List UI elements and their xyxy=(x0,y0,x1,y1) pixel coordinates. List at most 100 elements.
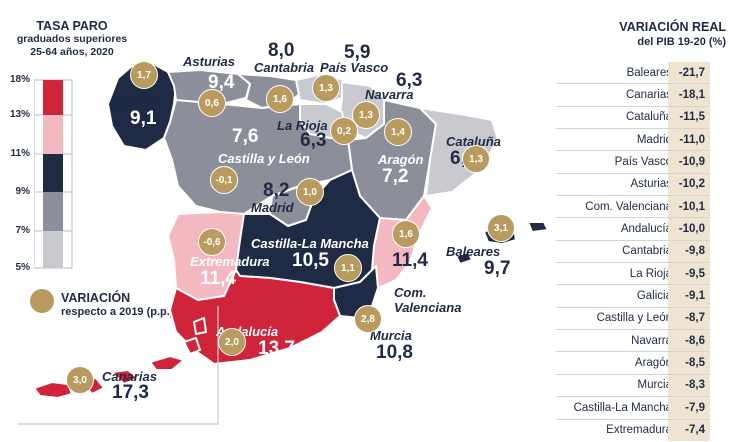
variation-dot-paisvasco: 1,3 xyxy=(312,74,340,102)
table-cell-value: -9,5 xyxy=(668,263,710,285)
table-cell-value: -10,2 xyxy=(668,173,710,196)
table-cell-value: -11,5 xyxy=(668,106,710,129)
variation-legend-label: VARIACIÓN respecto a 2019 (p.p.) xyxy=(61,291,174,318)
region-canarias-3 xyxy=(111,369,139,385)
legend-subtitle: graduados superiores 25-64 años, 2020 xyxy=(16,33,128,59)
region-baleares-menorca xyxy=(527,221,549,233)
label-madrid-name: Madrid xyxy=(251,200,294,215)
table-cell-value: -8,5 xyxy=(668,352,710,374)
variation-dot-larioja: 0,2 xyxy=(330,117,358,145)
table-cell-value: -7,9 xyxy=(668,397,710,419)
region-baleares-ibiza xyxy=(455,251,473,265)
gdp-table-title: VARIACIÓN REAL del PIB 19-20 (%) xyxy=(619,20,726,48)
gdp-table: Baleares -21,7 Canarias -18,1 Cataluña -11,… xyxy=(556,62,710,441)
table-cell-value: -11,0 xyxy=(668,129,710,151)
label-baleares-rate: 9,7 xyxy=(484,258,511,279)
variation-dot-castillamancha: 1,1 xyxy=(334,254,362,282)
table-row: Com. Valenciana -10,1 xyxy=(556,196,710,219)
table-cell-region: Aragón xyxy=(634,357,672,370)
table-row: Cantabria -9,8 xyxy=(556,240,710,264)
label-navarra-rate: 6,3 xyxy=(396,70,423,91)
table-row: Andalucía -10,0 xyxy=(556,218,710,241)
label-canarias-rate: 17,3 xyxy=(112,382,149,403)
label-cantabria-name: Cantabria xyxy=(254,60,314,75)
label-murcia-rate: 10,8 xyxy=(376,342,413,363)
legend-band-18-13 xyxy=(43,80,63,115)
variation-dot-canarias: 3,0 xyxy=(66,366,94,394)
legend-tick: 18% xyxy=(9,74,30,85)
table-cell-region: Baleares xyxy=(626,66,672,79)
table-row: Canarias -18,1 xyxy=(556,84,710,107)
variation-dot-cantabria: 1,6 xyxy=(266,85,294,113)
legend-tick: 9% xyxy=(15,186,30,197)
label-cantabria-rate: 8,0 xyxy=(268,40,295,61)
table-cell-value: -8,6 xyxy=(668,330,710,352)
legend-band-11-9 xyxy=(43,154,63,192)
label-aragon-name: Aragón xyxy=(378,152,424,167)
label-galicia-rate: 9,1 xyxy=(130,108,157,129)
table-row: Navarra -8,6 xyxy=(556,330,710,353)
legend-color-scale xyxy=(34,79,73,269)
variation-dot-valenciana: 1,6 xyxy=(392,220,420,248)
legend-title: TASA PARO xyxy=(36,19,108,33)
label-paisvasco-name: País Vasco xyxy=(320,60,389,75)
table-cell-value: -18,1 xyxy=(668,84,710,106)
label-asturias-rate: 9,4 xyxy=(208,72,235,93)
table-cell-region: Cantabria xyxy=(622,245,672,258)
table-cell-region: Navarra xyxy=(631,334,672,347)
table-cell-region: Cataluña xyxy=(625,111,672,124)
label-baleares-name: Baleares xyxy=(446,244,501,259)
variation-dot-galicia: 1,7 xyxy=(130,61,158,89)
table-cell-region: País Vasco xyxy=(614,156,672,169)
table-row: Madrid -11,0 xyxy=(556,129,710,152)
table-cell-region: Murcia xyxy=(637,379,672,392)
label-extremadura-rate: 11,4 xyxy=(200,268,236,289)
legend-tick: 11% xyxy=(10,148,30,159)
legend-tick: 7% xyxy=(15,225,30,236)
label-navarra-name: Navarra xyxy=(365,87,414,102)
table-row: La Rioja -9,5 xyxy=(556,263,710,286)
table-cell-region: Andalucía xyxy=(620,223,672,236)
label-madrid-rate: 8,2 xyxy=(263,180,290,201)
label-castillamancha-name: Castilla-La Mancha xyxy=(251,236,369,251)
label-aragon-rate: 7,2 xyxy=(382,166,409,187)
label-galicia-name: Galicia xyxy=(117,95,160,110)
label-canarias-name: Canarias xyxy=(102,369,157,384)
variation-dot-extremadura: -0,6 xyxy=(198,228,226,256)
legend-band-7-5 xyxy=(43,231,63,268)
variation-dot-baleares: 3,1 xyxy=(487,214,515,242)
table-row: Castilla y León -8,7 xyxy=(556,307,710,331)
legend-tick: 13% xyxy=(9,109,30,120)
variation-dot-aragon: 1,4 xyxy=(384,118,412,146)
label-murcia-name: Murcia xyxy=(370,328,412,343)
label-cataluna-name: Cataluña xyxy=(446,134,501,149)
table-row: Asturias -10,2 xyxy=(556,173,710,197)
region-canarias xyxy=(33,381,73,399)
table-cell-region: La Rioja xyxy=(629,267,672,280)
region-canarias-4 xyxy=(149,355,185,371)
table-cell-region: Asturias xyxy=(630,178,672,191)
table-cell-value: -8,7 xyxy=(668,307,710,330)
table-cell-value: -10,1 xyxy=(668,196,710,218)
label-extremadura-name: Extremadura xyxy=(190,254,270,269)
table-row: País Vasco -10,9 xyxy=(556,151,710,174)
label-andalucia-rate: 13,7 xyxy=(258,338,295,359)
variation-legend-dot xyxy=(30,289,54,313)
table-cell-region: Extremadura xyxy=(606,424,672,437)
variation-dot-cataluna: 1,3 xyxy=(462,145,490,173)
variation-dot-castillaleon: -0,1 xyxy=(210,166,238,194)
label-valenciana-rate: 11,4 xyxy=(392,250,428,271)
label-castillamancha-rate: 10,5 xyxy=(292,250,329,271)
label-paisvasco-rate: 5,9 xyxy=(344,42,371,63)
label-larioja-rate: 6,3 xyxy=(300,130,327,151)
label-asturias-name: Asturias xyxy=(183,54,236,69)
table-cell-value: -9,1 xyxy=(668,285,710,307)
table-cell-value: -9,8 xyxy=(668,240,710,263)
label-valenciana-name: Com. Valenciana xyxy=(394,285,462,315)
variation-dot-andalucia: 2,0 xyxy=(218,328,246,356)
table-row: Baleares -21,7 xyxy=(556,62,710,85)
variation-dot-asturias: 0,6 xyxy=(198,89,226,117)
region-canarias-5 xyxy=(183,337,201,355)
label-larioja-name: La Rioja xyxy=(277,118,328,133)
table-cell-region: Madrid xyxy=(636,133,672,146)
